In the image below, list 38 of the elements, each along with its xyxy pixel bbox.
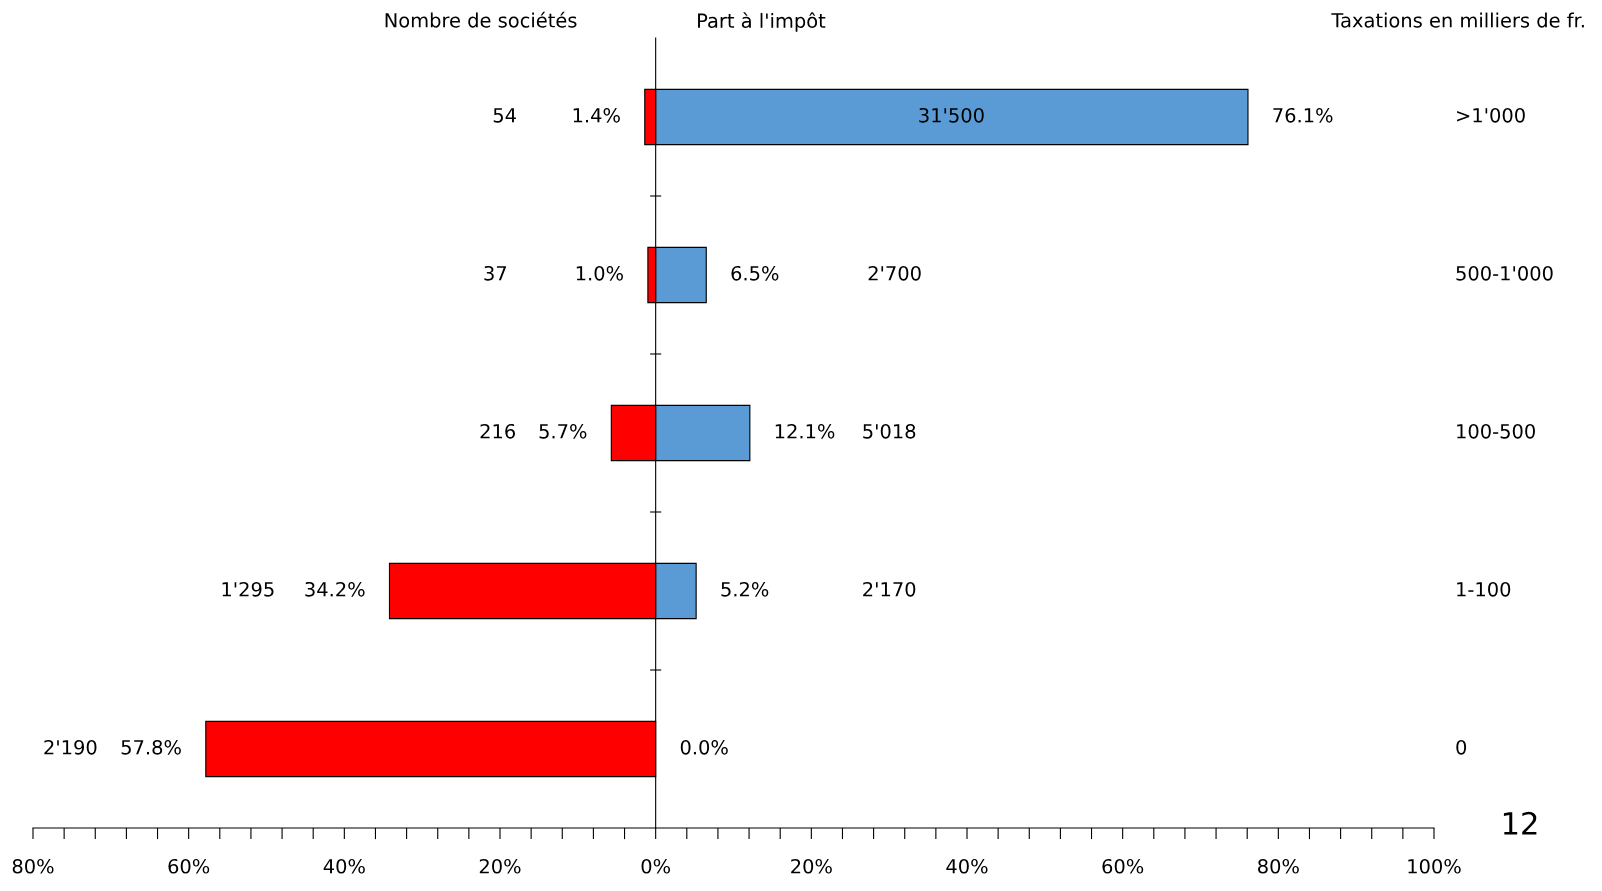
- x-tick-label: 60%: [1102, 858, 1144, 874]
- x-tick-label: 60%: [168, 858, 210, 874]
- text: Nombre de sociétés: [385, 11, 577, 28]
- annotation: 1'295: [222, 581, 274, 597]
- annotation: 76.1%: [1273, 107, 1333, 123]
- annotation: 37: [484, 265, 507, 281]
- x-tick-label: 20%: [479, 858, 521, 874]
- x-tick-label: 40%: [946, 858, 988, 874]
- y-tick-label: 500-1'000: [1456, 265, 1553, 281]
- annotation: 2'700: [868, 265, 921, 281]
- y-tick-label: 100-500: [1457, 423, 1535, 439]
- annotation: 1.4%: [573, 107, 620, 123]
- annotation: 5.7%: [539, 423, 587, 439]
- annotation: 5'018: [863, 423, 916, 439]
- y-tick-label: 0: [1456, 739, 1467, 755]
- annotation: 2'190: [44, 739, 97, 755]
- x-tick-label: 0%: [641, 858, 671, 874]
- x-tick-label: 80%: [12, 858, 54, 874]
- text: Taxations en milliers de fr.: [1331, 12, 1584, 28]
- annotation: 1.0%: [576, 265, 623, 281]
- annotation: 216: [480, 423, 515, 439]
- annotation: 12.1%: [775, 423, 835, 439]
- x-tick-label: 20%: [791, 858, 832, 874]
- annotation: 0.0%: [680, 739, 728, 755]
- y-tick-label: 1-100: [1457, 581, 1511, 597]
- text: Part à l'impôt: [698, 12, 826, 32]
- annotation: 34.2%: [305, 581, 365, 597]
- annotation: 6.5%: [731, 265, 779, 281]
- x-tick-label: 80%: [1258, 858, 1299, 874]
- annotation: 2'170: [863, 581, 916, 597]
- x-tick-label: 100%: [1408, 858, 1461, 874]
- annotation: 54: [493, 108, 516, 123]
- annotation: 31'500: [919, 107, 984, 123]
- annotation: 5.2%: [721, 581, 769, 597]
- text: 12: [1503, 811, 1537, 835]
- x-tick-label: 40%: [323, 858, 365, 874]
- y-tick-label: >1'000: [1457, 107, 1525, 123]
- annotation: 57.8%: [121, 739, 181, 755]
